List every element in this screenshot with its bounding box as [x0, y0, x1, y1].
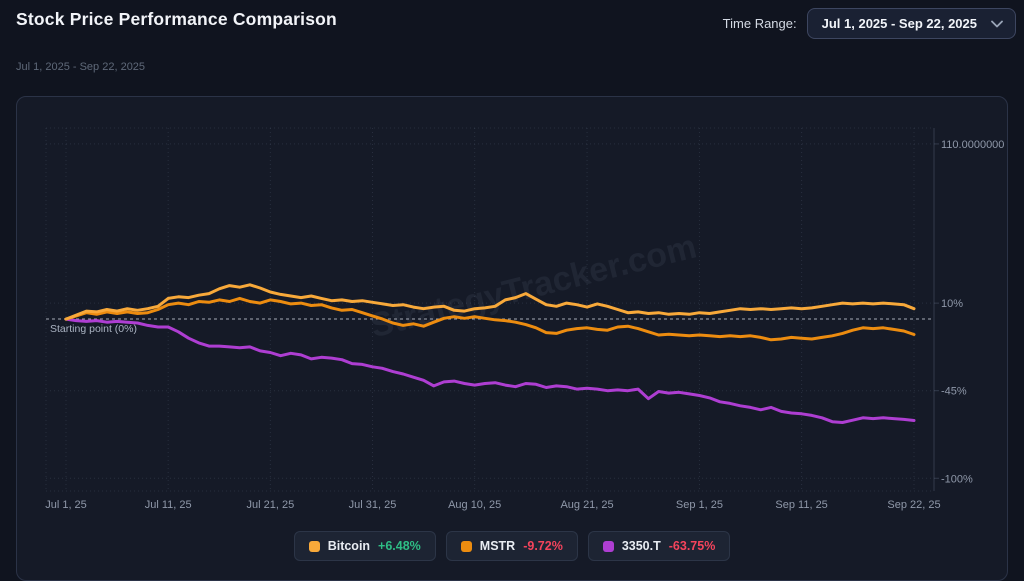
x-axis-label: Jul 21, 25	[246, 499, 294, 511]
series-color-swatch	[602, 540, 614, 552]
chart-card: Jul 1, 25 Jul 11, 25 Jul 21, 25 Jul 31, 25 A…	[16, 96, 1008, 581]
x-axis-label: Sep 1, 25	[676, 499, 723, 511]
x-axis-label: Jul 11, 25	[145, 499, 192, 511]
chevron-down-icon	[991, 20, 1003, 27]
series-line-bitcoin	[64, 283, 916, 321]
series-line-3350-t	[64, 317, 916, 424]
series-name: MSTR	[479, 539, 516, 553]
series-change-value: +6.48%	[378, 539, 421, 553]
time-range-select[interactable]: Jul 1, 2025 - Sep 22, 2025	[806, 8, 1016, 39]
series-color-swatch	[308, 540, 320, 552]
y-axis-label: -100%	[941, 473, 973, 485]
date-range-subtitle: Jul 1, 2025 - Sep 22, 2025	[16, 61, 146, 73]
time-range-label: Time Range:	[722, 16, 797, 31]
y-axis-label: 10%	[941, 298, 963, 310]
series-change-value: -63.75%	[668, 539, 716, 553]
time-range-control: Time Range: Jul 1, 2025 - Sep 22, 2025	[723, 8, 1016, 39]
legend-item-bitcoin[interactable]: Bitcoin +6.48%	[293, 531, 436, 561]
x-axis-label: Jul 31, 25	[349, 499, 397, 511]
series-name: Bitcoin	[327, 539, 371, 553]
x-axis-label: Aug 21, 25	[560, 499, 613, 511]
x-axis-label: Jul 1, 25	[45, 499, 87, 511]
y-axis-label: 110.0000000	[941, 139, 1004, 151]
legend-item-mstr[interactable]: MSTR -9.72%	[445, 531, 578, 561]
baseline-label: Starting point (0%)	[50, 323, 137, 335]
performance-line-chart: Jul 1, 25 Jul 11, 25 Jul 21, 25 Jul 31, 25 A…	[45, 127, 1004, 511]
time-range-value: Jul 1, 2025 - Sep 22, 2025	[821, 16, 977, 31]
x-axis-label: Sep 22, 25	[887, 499, 940, 511]
series-change-value: -9.72%	[523, 539, 563, 553]
page-title: Stock Price Performance Comparison	[16, 9, 337, 29]
x-axis-label: Aug 10, 25	[448, 499, 501, 511]
series-name: 3350.T	[621, 539, 661, 553]
legend-item-3350-t[interactable]: 3350.T -63.75%	[587, 531, 731, 561]
series-color-swatch	[460, 540, 472, 552]
x-axis-label: Sep 11, 25	[775, 499, 827, 511]
series-line-mstr	[64, 296, 916, 342]
y-axis-label: -45%	[941, 386, 967, 398]
chart-legend: Bitcoin +6.48% MSTR -9.72% 3350.T -63.75…	[17, 531, 1007, 561]
